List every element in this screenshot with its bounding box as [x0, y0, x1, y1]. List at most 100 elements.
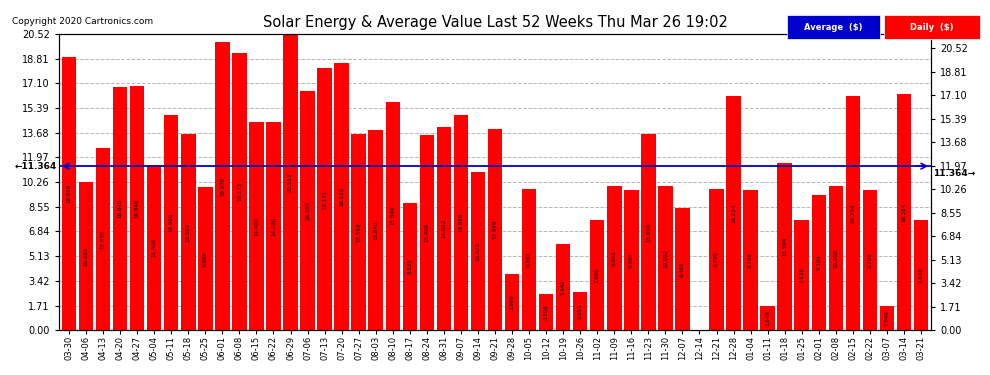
FancyBboxPatch shape [884, 15, 980, 39]
Text: 14.430: 14.430 [271, 216, 276, 236]
Bar [914, 220, 929, 330]
Bar [300, 91, 315, 330]
Text: 13.600: 13.600 [645, 222, 650, 242]
Text: 13.949: 13.949 [492, 220, 498, 239]
Bar [590, 220, 605, 330]
Bar [453, 115, 468, 330]
Bar [233, 53, 247, 330]
Text: ←11.364: ←11.364 [15, 162, 57, 171]
Bar [556, 244, 570, 330]
Text: 14.400: 14.400 [254, 217, 259, 236]
Bar [897, 94, 911, 330]
Bar [675, 208, 690, 330]
Bar [829, 186, 843, 330]
Text: 16.559: 16.559 [305, 201, 310, 220]
Text: 19.173: 19.173 [237, 182, 242, 201]
Bar [794, 220, 809, 330]
Text: 1.649: 1.649 [765, 310, 770, 326]
Bar [318, 68, 332, 330]
Bar [437, 128, 451, 330]
Text: 14.908: 14.908 [168, 213, 174, 232]
Text: 15.840: 15.840 [390, 206, 395, 225]
Text: 2.651: 2.651 [578, 303, 583, 319]
Title: Solar Energy & Average Value Last 52 Weeks Thu Mar 26 19:02: Solar Energy & Average Value Last 52 Wee… [262, 15, 728, 30]
Text: 18.929: 18.929 [66, 184, 71, 203]
Text: 7.638: 7.638 [919, 267, 924, 283]
Text: 11.364→: 11.364→ [933, 170, 975, 178]
Bar [335, 63, 348, 330]
Text: Average  ($): Average ($) [804, 22, 862, 32]
Bar [573, 292, 587, 330]
Text: 11.408: 11.408 [151, 238, 156, 258]
Text: 9.782: 9.782 [527, 252, 532, 267]
Bar [862, 190, 877, 330]
Bar [283, 34, 298, 330]
Bar [113, 87, 128, 330]
Bar [709, 189, 724, 330]
Bar [164, 115, 178, 330]
Bar [777, 163, 792, 330]
Bar [198, 187, 213, 330]
Bar [215, 42, 230, 330]
Bar [470, 172, 485, 330]
Text: 8.465: 8.465 [680, 261, 685, 277]
Bar [880, 306, 894, 330]
Text: 2.508: 2.508 [544, 304, 548, 320]
Text: 9.799: 9.799 [714, 252, 719, 267]
Bar [403, 202, 417, 330]
Bar [249, 122, 263, 330]
Bar [96, 148, 110, 330]
Text: 8.835: 8.835 [407, 258, 412, 274]
Text: 18.530: 18.530 [340, 187, 345, 206]
Text: 9.384: 9.384 [816, 255, 822, 270]
Text: 9.993: 9.993 [612, 250, 617, 266]
Bar [181, 134, 196, 330]
Bar [420, 135, 434, 330]
Text: 16.840: 16.840 [118, 199, 123, 218]
Text: 14.896: 14.896 [458, 213, 463, 232]
Text: 18.171: 18.171 [322, 189, 327, 209]
Text: Copyright 2020 Cartronics.com: Copyright 2020 Cartronics.com [12, 17, 153, 26]
Bar [130, 86, 145, 330]
Bar [760, 306, 775, 330]
Text: 16.940: 16.940 [135, 198, 140, 217]
Text: 13.599: 13.599 [356, 222, 361, 242]
Text: 7.638: 7.638 [799, 267, 804, 283]
Text: 10.008: 10.008 [834, 248, 839, 268]
Text: 16.234: 16.234 [850, 203, 855, 223]
Text: 9.908: 9.908 [203, 251, 208, 267]
Text: 12.630: 12.630 [101, 230, 106, 249]
Text: 13.498: 13.498 [425, 223, 430, 242]
Text: 14.052: 14.052 [442, 219, 446, 239]
Bar [61, 57, 76, 330]
Text: 11.594: 11.594 [782, 237, 787, 256]
Bar [624, 190, 639, 330]
Text: 9.709: 9.709 [867, 252, 872, 268]
Bar [522, 189, 537, 330]
Text: 7.606: 7.606 [595, 267, 600, 283]
Text: 1.649: 1.649 [884, 310, 889, 326]
Text: 16.234: 16.234 [731, 203, 736, 223]
Bar [727, 96, 741, 330]
Bar [642, 134, 655, 330]
Text: 13.840: 13.840 [373, 220, 378, 240]
Bar [743, 190, 757, 330]
Text: 10.002: 10.002 [663, 248, 668, 268]
Text: 5.942: 5.942 [560, 279, 565, 295]
Text: 9.693: 9.693 [629, 252, 634, 268]
Bar [266, 122, 281, 330]
FancyBboxPatch shape [787, 15, 880, 39]
Text: 20.523: 20.523 [288, 172, 293, 192]
Bar [812, 195, 826, 330]
Text: 3.909: 3.909 [510, 294, 515, 310]
Bar [385, 102, 400, 330]
Bar [539, 294, 553, 330]
Bar [505, 274, 520, 330]
Text: Daily  ($): Daily ($) [910, 22, 953, 32]
Bar [147, 165, 161, 330]
Bar [79, 182, 93, 330]
Bar [351, 134, 366, 330]
Text: 10.280: 10.280 [83, 246, 88, 266]
Text: 10.975: 10.975 [475, 242, 480, 261]
Text: 16.384: 16.384 [902, 202, 907, 222]
